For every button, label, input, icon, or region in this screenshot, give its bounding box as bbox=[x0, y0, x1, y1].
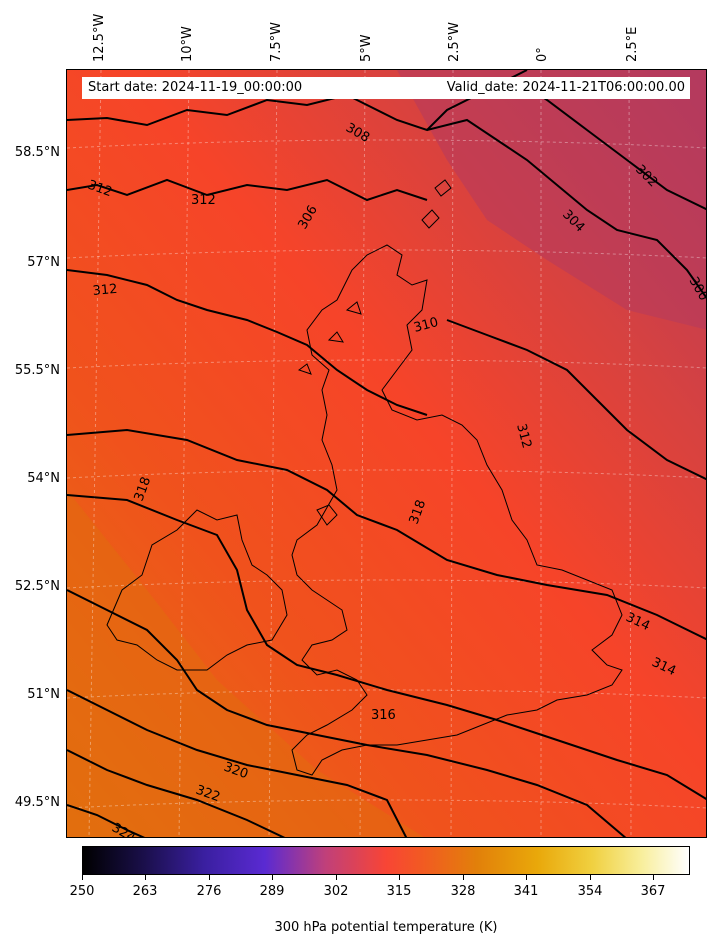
contour-label: 312 bbox=[191, 193, 216, 208]
colorbar-tick bbox=[653, 875, 654, 880]
start-date: Start date: 2024-11-19_00:00:00 bbox=[88, 80, 303, 95]
lon-label: 2.5°W bbox=[447, 21, 462, 62]
contour-label: 310 bbox=[412, 315, 440, 336]
lon-label: 7.5°W bbox=[269, 21, 284, 62]
lat-label: 54°N bbox=[27, 471, 60, 486]
contour-label: 316 bbox=[371, 708, 396, 723]
lat-label: 49.5°N bbox=[14, 795, 60, 810]
cold-region bbox=[397, 70, 706, 330]
colorbar-tick bbox=[272, 875, 273, 880]
colorbar-tick bbox=[209, 875, 210, 880]
warm-region bbox=[67, 490, 424, 837]
lat-label: 52.5°N bbox=[14, 579, 60, 594]
colorbar bbox=[82, 846, 690, 875]
colorbar-label: 315 bbox=[386, 884, 412, 899]
colorbar-label: 367 bbox=[640, 884, 666, 899]
lat-label: 57°N bbox=[27, 255, 60, 270]
colorbar-label: 328 bbox=[450, 884, 476, 899]
lon-label: 2.5°E bbox=[625, 26, 640, 62]
lat-label: 58.5°N bbox=[14, 145, 60, 160]
map-panel: 308 312 312 312 302 304 310 312 300 314 … bbox=[66, 69, 707, 838]
lon-label: 12.5°W bbox=[92, 13, 107, 62]
colorbar-label: 289 bbox=[259, 884, 285, 899]
lon-label: 10°W bbox=[180, 26, 195, 62]
colorbar-tick bbox=[336, 875, 337, 880]
map-canvas: 308 312 312 312 302 304 310 312 300 314 … bbox=[67, 70, 706, 837]
valid-date: Valid_date: 2024-11-21T06:00:00.00 bbox=[446, 80, 685, 95]
colorbar-label: 276 bbox=[196, 884, 222, 899]
colorbar-tick bbox=[590, 875, 591, 880]
contour-label: 312 bbox=[92, 282, 118, 299]
colorbar-label: 263 bbox=[132, 884, 158, 899]
colorbar-tick bbox=[463, 875, 464, 880]
colorbar-tick bbox=[82, 875, 83, 880]
lon-label: 5°W bbox=[359, 34, 374, 62]
colorbar-tick bbox=[399, 875, 400, 880]
lat-label: 51°N bbox=[27, 687, 60, 702]
contour-label: 312 bbox=[513, 422, 534, 450]
colorbar-tick bbox=[145, 875, 146, 880]
colorbar-title: 300 hPa potential temperature (K) bbox=[274, 920, 498, 935]
lat-label: 55.5°N bbox=[14, 363, 60, 378]
colorbar-label: 354 bbox=[577, 884, 603, 899]
date-info-box: Start date: 2024-11-19_00:00:00 Valid_da… bbox=[82, 77, 690, 99]
colorbar-label: 341 bbox=[513, 884, 539, 899]
colorbar-tick bbox=[526, 875, 527, 880]
colorbar-label: 250 bbox=[69, 884, 95, 899]
lon-label: 0° bbox=[535, 47, 550, 62]
colorbar-label: 302 bbox=[323, 884, 349, 899]
